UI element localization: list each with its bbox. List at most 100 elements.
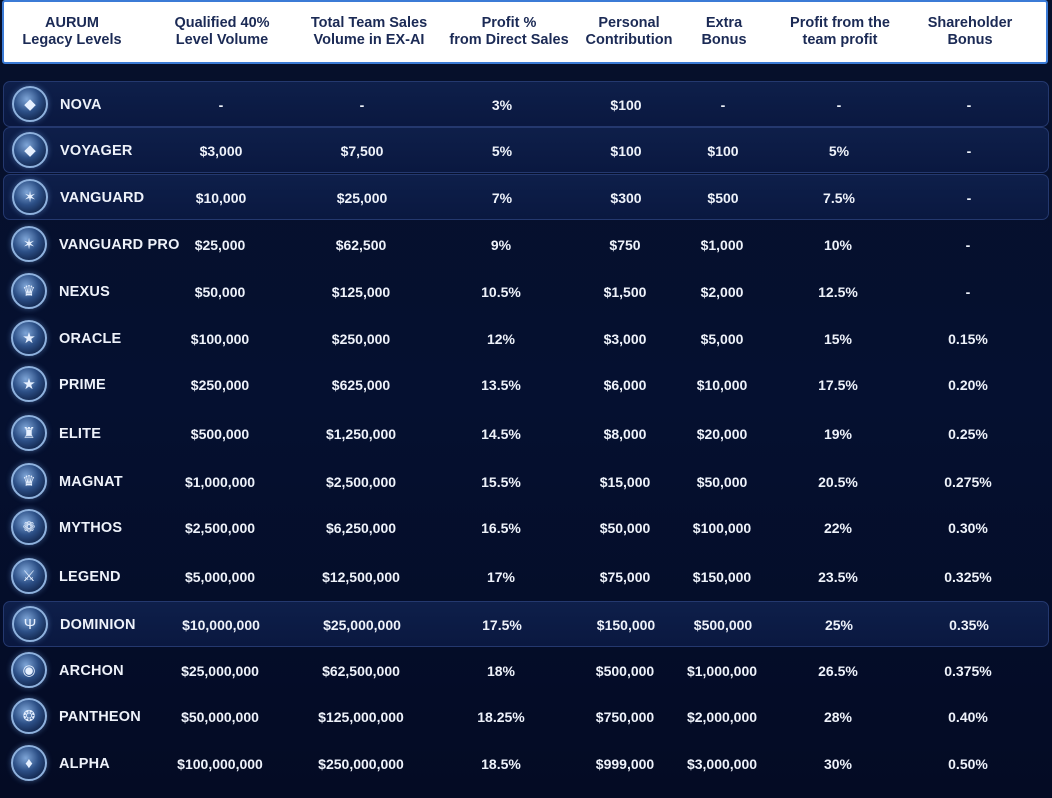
cell-shareholder-bonus: 0.375% — [944, 663, 992, 679]
cell-profit-direct: 16.5% — [481, 520, 521, 536]
header-line: Shareholder — [927, 15, 1013, 31]
cell-extra-bonus: $100 — [707, 143, 739, 159]
table-row: ⚔ LEGEND $5,000,000 $12,500,000 17% $75,000 $1… — [3, 554, 1049, 600]
cell-team-sales: $25,000,000 — [323, 617, 401, 633]
header-line: Bonus — [701, 32, 747, 48]
star-icon: ✶ — [12, 179, 48, 215]
level-name: PANTHEON — [59, 709, 141, 725]
table-header: AURUM Legacy Levels Qualified 40% Level Vol… — [2, 0, 1048, 64]
cell-profit-direct: 14.5% — [481, 426, 521, 442]
level-name: ARCHON — [59, 663, 124, 679]
cell-profit-direct: 18.5% — [481, 756, 521, 772]
header-qualified-volume: Qualified 40% Level Volume — [147, 2, 297, 62]
cell-team-sales: $125,000,000 — [318, 709, 404, 725]
cell-qualified-volume: $25,000 — [194, 237, 246, 253]
cell-profit-direct: 12% — [486, 331, 516, 347]
cell-extra-bonus: $100,000 — [692, 520, 752, 536]
level-name: ELITE — [59, 426, 102, 442]
cell-profit-direct: 15.5% — [481, 474, 521, 490]
trident-icon: Ψ — [12, 606, 48, 642]
cell-shareholder-bonus: - — [966, 143, 972, 159]
cell-profit-team: - — [836, 97, 842, 113]
cell-team-sales: $125,000 — [331, 284, 391, 300]
cell-personal-contribution: $750 — [609, 237, 641, 253]
cell-extra-bonus: $1,000,000 — [686, 663, 758, 679]
cell-qualified-volume: $10,000 — [195, 190, 247, 206]
header-line: AURUM — [45, 15, 99, 31]
cell-extra-bonus: $50,000 — [696, 474, 748, 490]
header-line: Bonus — [947, 32, 993, 48]
cell-personal-contribution: $999,000 — [595, 756, 655, 772]
cell-team-sales: $62,500 — [335, 237, 387, 253]
cell-extra-bonus: $3,000,000 — [686, 756, 758, 772]
header-line: Contribution — [585, 32, 673, 48]
cell-personal-contribution: $750,000 — [595, 709, 655, 725]
cell-shareholder-bonus: - — [965, 237, 971, 253]
cell-shareholder-bonus: 0.40% — [948, 709, 988, 725]
level-name: MAGNAT — [59, 474, 123, 490]
cell-qualified-volume: $250,000 — [190, 377, 250, 393]
table-row: ❂ PANTHEON $50,000,000 $125,000,000 18.25% $7… — [3, 694, 1049, 740]
cell-shareholder-bonus: 0.25% — [948, 426, 988, 442]
cell-personal-contribution: $50,000 — [599, 520, 651, 536]
header-legacy-levels: AURUM Legacy Levels — [2, 2, 142, 62]
cell-profit-direct: 13.5% — [481, 377, 521, 393]
cell-shareholder-bonus: 0.35% — [949, 617, 989, 633]
swords-icon: ⚔ — [11, 558, 47, 594]
table-row: ★ PRIME $250,000 $625,000 13.5% $6,000 $10,000… — [3, 362, 1049, 408]
cell-team-sales: $12,500,000 — [322, 569, 400, 585]
cell-qualified-volume: $5,000,000 — [184, 569, 256, 585]
cell-extra-bonus: $2,000,000 — [686, 709, 758, 725]
eagle-icon: ❁ — [11, 509, 47, 545]
cell-profit-direct: 5% — [491, 143, 513, 159]
table-row: ♛ NEXUS $50,000 $125,000 10.5% $1,500 $2,000 12… — [3, 269, 1049, 315]
cell-personal-contribution: $100 — [610, 143, 642, 159]
level-name: VOYAGER — [60, 143, 133, 159]
header-line: Volume in EX-AI — [313, 32, 425, 48]
table-row: Ψ DOMINION $10,000,000 $25,000,000 17.5% $150… — [3, 601, 1049, 647]
level-name: VANGUARD — [60, 190, 145, 206]
level-name: MYTHOS — [59, 520, 123, 536]
level-name: NEXUS — [59, 284, 110, 300]
header-personal-contribution: Personal Contribution — [574, 2, 684, 62]
cell-profit-team: 12.5% — [818, 284, 858, 300]
cell-qualified-volume: $25,000,000 — [181, 663, 259, 679]
cell-team-sales: $250,000 — [331, 331, 391, 347]
level-name: ORACLE — [59, 331, 122, 347]
cell-qualified-volume: $50,000 — [194, 284, 246, 300]
header-extra-bonus: Extra Bonus — [684, 2, 764, 62]
cell-profit-direct: 17% — [486, 569, 516, 585]
cell-profit-direct: 3% — [491, 97, 513, 113]
cell-qualified-volume: $10,000,000 — [182, 617, 260, 633]
cell-team-sales: $1,250,000 — [325, 426, 397, 442]
header-line: Profit from the — [790, 15, 890, 31]
header-team-sales: Total Team Sales Volume in EX-AI — [294, 2, 444, 62]
level-name: LEGEND — [59, 569, 121, 585]
header-line: Total Team Sales — [310, 15, 428, 31]
cell-personal-contribution: $1,500 — [603, 284, 647, 300]
cell-profit-team: 19% — [823, 426, 853, 442]
header-line: Extra — [705, 15, 743, 31]
cell-shareholder-bonus: 0.325% — [944, 569, 992, 585]
cell-shareholder-bonus: 0.15% — [948, 331, 988, 347]
cell-personal-contribution: $75,000 — [599, 569, 651, 585]
cell-profit-direct: 18% — [486, 663, 516, 679]
cell-qualified-volume: $3,000 — [199, 143, 243, 159]
cell-personal-contribution: $150,000 — [596, 617, 656, 633]
cell-qualified-volume: $1,000,000 — [184, 474, 256, 490]
cell-profit-team: 25% — [824, 617, 854, 633]
cell-qualified-volume: $2,500,000 — [184, 520, 256, 536]
cell-qualified-volume: $100,000 — [190, 331, 250, 347]
cell-qualified-volume: $500,000 — [190, 426, 250, 442]
header-line: team profit — [802, 32, 878, 48]
header-line: Personal — [598, 15, 660, 31]
cell-shareholder-bonus: - — [966, 97, 972, 113]
table-row: ★ ORACLE $100,000 $250,000 12% $3,000 $5,000 15… — [3, 316, 1049, 362]
cell-profit-team: 26.5% — [818, 663, 858, 679]
header-line: Profit % — [481, 15, 537, 31]
cell-profit-team: 17.5% — [818, 377, 858, 393]
cell-extra-bonus: $1,000 — [700, 237, 744, 253]
header-profit-team: Profit from the team profit — [770, 2, 910, 62]
cell-qualified-volume: - — [218, 97, 224, 113]
cell-personal-contribution: $3,000 — [603, 331, 647, 347]
